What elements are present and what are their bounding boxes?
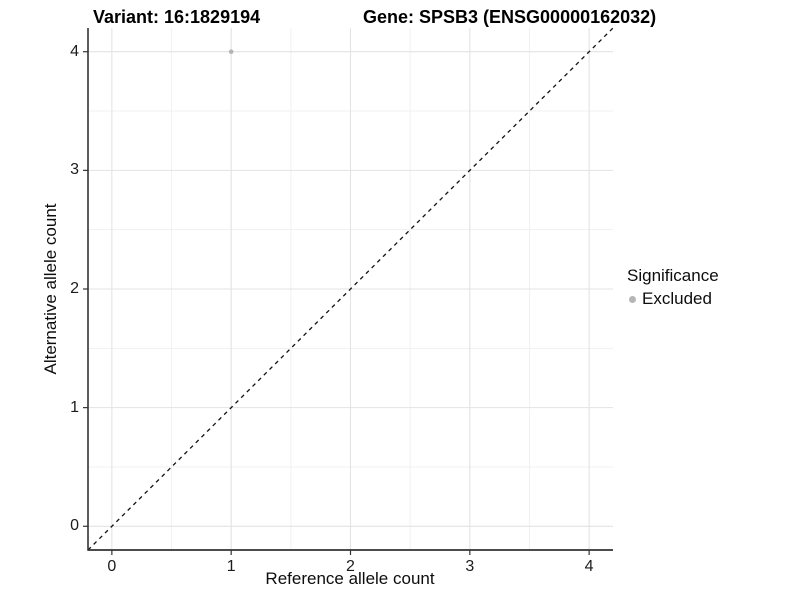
data-point-excluded [228, 49, 234, 55]
x-axis-title: Reference allele count [265, 569, 435, 588]
x-tick-label: 0 [107, 558, 117, 575]
x-tick-label: 2 [346, 558, 355, 575]
x-tick-label: 1 [226, 558, 236, 575]
x-tick-label: 4 [584, 558, 594, 575]
excluded-point-icon [629, 295, 636, 303]
y-axis-title: Alternative allele count [41, 203, 60, 375]
y-tick-label: 0 [70, 517, 79, 535]
y-tick-label: 4 [70, 42, 79, 60]
y-tick-label: 1 [70, 398, 79, 416]
plot-title-gene: Gene: SPSB3 (ENSG00000162032) [363, 7, 657, 27]
legend-item-excluded: Excluded [627, 289, 719, 309]
y-tick-label: 3 [70, 161, 79, 179]
legend: Significance Excluded [627, 266, 719, 309]
y-tick-label: 2 [70, 280, 79, 297]
identity-dashed-line [87, 27, 614, 551]
plot-title-variant: Variant: 16:1829194 [93, 7, 261, 27]
x-tick-label: 3 [465, 558, 475, 575]
legend-item-label: Excluded [642, 289, 712, 308]
legend-title: Significance [627, 266, 719, 285]
